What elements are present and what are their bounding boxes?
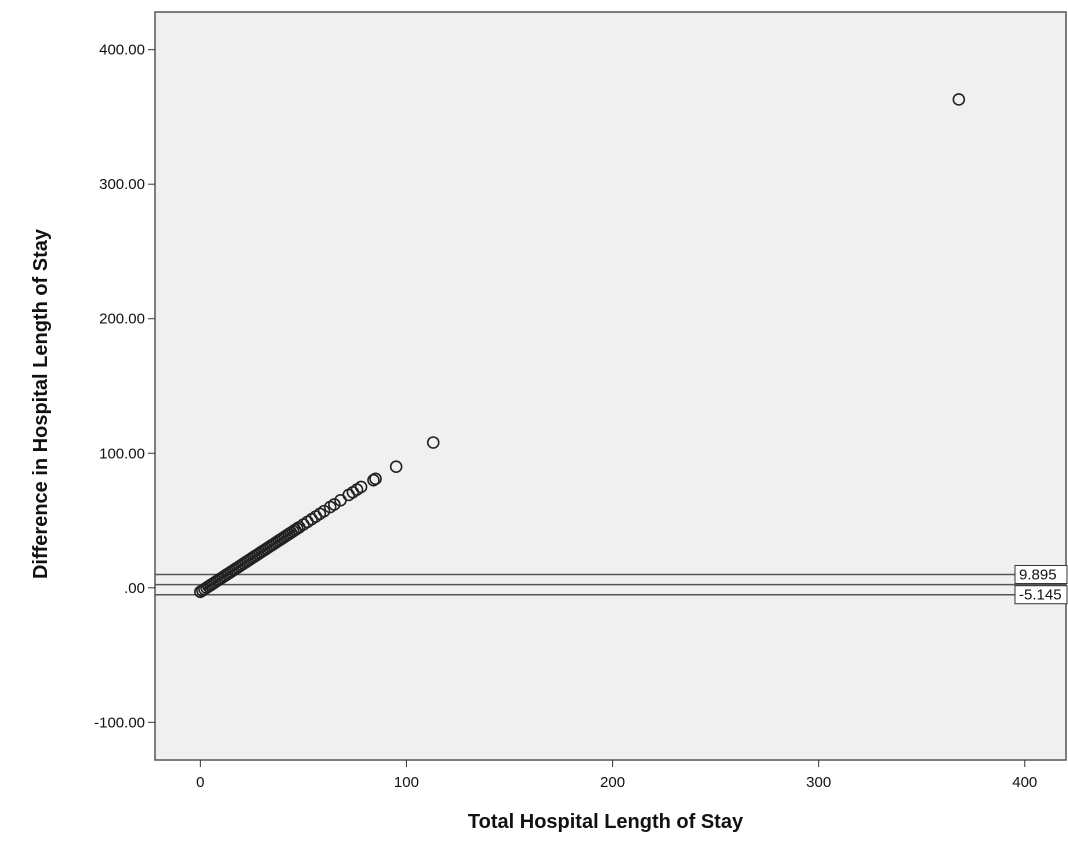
y-tick-label: 400.00 bbox=[99, 42, 145, 59]
reference-label: 9.895 bbox=[1019, 566, 1057, 583]
reference-label-box bbox=[1014, 564, 1068, 584]
x-tick-label: 100 bbox=[394, 774, 419, 791]
data-point bbox=[426, 436, 440, 449]
x-tick-label: 300 bbox=[806, 774, 831, 791]
y-tick-label: 200.00 bbox=[99, 311, 145, 328]
data-points bbox=[194, 93, 966, 599]
x-tick-label: 400 bbox=[1012, 774, 1037, 791]
y-axis: -100.00 .00 100.00 200.00 300.00 400.00 bbox=[94, 42, 155, 731]
data-point bbox=[354, 480, 368, 494]
data-point bbox=[369, 472, 382, 486]
data-point bbox=[317, 504, 331, 518]
data-point bbox=[952, 93, 966, 106]
reference-lines: 9.895 -5.145 bbox=[155, 564, 1068, 605]
x-axis: 0 100 200 300 400 bbox=[196, 760, 1037, 791]
data-point bbox=[389, 460, 403, 474]
data-point bbox=[328, 498, 341, 511]
y-tick-label: .00 bbox=[124, 580, 145, 597]
y-tick-label: 100.00 bbox=[99, 445, 145, 462]
y-axis-title: Difference in Hospital Length of Stay bbox=[30, 228, 52, 579]
x-axis-title: Total Hospital Length of Stay bbox=[468, 811, 744, 833]
reference-label-box bbox=[1014, 585, 1068, 605]
x-tick-label: 200 bbox=[600, 774, 625, 791]
x-tick-label: 0 bbox=[196, 774, 204, 791]
data-point bbox=[367, 473, 380, 487]
y-tick-label: 300.00 bbox=[99, 176, 145, 193]
y-tick-label: -100.00 bbox=[94, 714, 145, 731]
reference-label: -5.145 bbox=[1019, 587, 1062, 604]
data-point bbox=[290, 522, 304, 535]
plot-area bbox=[154, 11, 1067, 761]
